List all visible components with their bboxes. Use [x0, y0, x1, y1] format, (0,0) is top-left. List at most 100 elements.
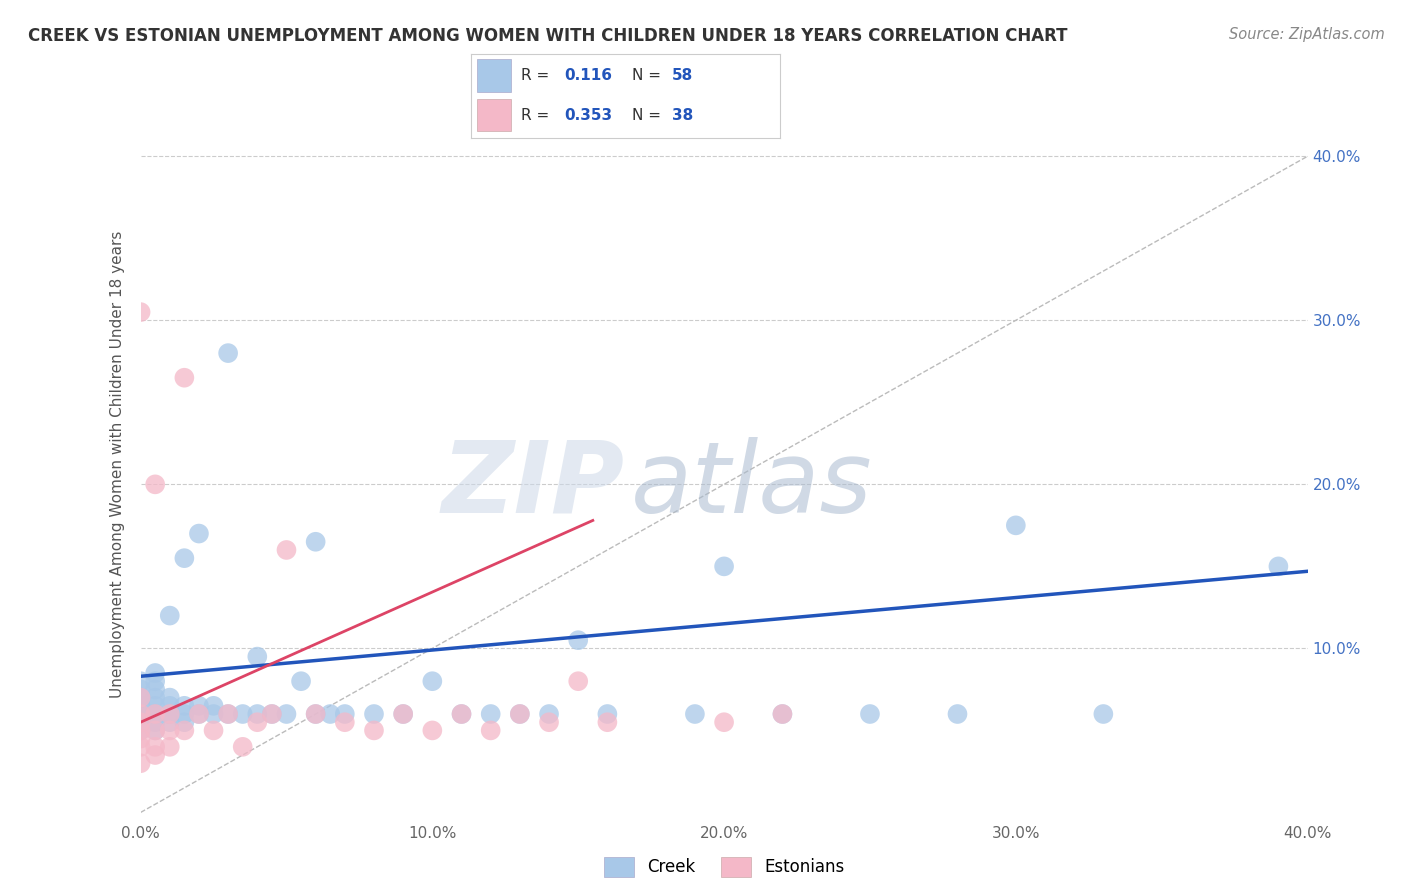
Point	[129, 682, 152, 697]
Point	[1005, 518, 1028, 533]
Point	[363, 723, 385, 738]
Text: ZIP: ZIP	[441, 437, 624, 533]
Point	[143, 674, 166, 689]
Point	[392, 706, 415, 721]
Point	[143, 747, 166, 762]
Point	[173, 698, 195, 713]
Text: atlas: atlas	[631, 437, 872, 533]
Point	[143, 723, 166, 738]
Point	[159, 706, 181, 721]
Point	[188, 706, 211, 721]
Point	[290, 674, 312, 689]
Point	[129, 723, 152, 738]
Point	[509, 706, 531, 721]
Point	[188, 706, 211, 721]
Point	[143, 715, 166, 730]
Point	[188, 526, 211, 541]
Point	[143, 723, 166, 738]
Point	[159, 690, 181, 705]
Point	[422, 674, 444, 689]
Point	[567, 674, 589, 689]
Point	[538, 706, 561, 721]
Point	[129, 731, 152, 746]
Text: R =: R =	[520, 68, 554, 83]
Point	[173, 551, 195, 566]
Point	[772, 706, 794, 721]
Point	[305, 534, 328, 549]
Point	[129, 723, 152, 738]
Point	[450, 706, 472, 721]
Point	[422, 723, 444, 738]
Point	[859, 706, 882, 721]
Point	[713, 715, 735, 730]
Point	[276, 543, 298, 558]
Legend: Creek, Estonians: Creek, Estonians	[598, 850, 851, 884]
Point	[479, 706, 502, 721]
Point	[143, 690, 166, 705]
Text: CREEK VS ESTONIAN UNEMPLOYMENT AMONG WOMEN WITH CHILDREN UNDER 18 YEARS CORRELAT: CREEK VS ESTONIAN UNEMPLOYMENT AMONG WOM…	[28, 27, 1067, 45]
Y-axis label: Unemployment Among Women with Children Under 18 years: Unemployment Among Women with Children U…	[110, 230, 125, 698]
Point	[232, 739, 254, 754]
Point	[363, 706, 385, 721]
Point	[217, 706, 239, 721]
Point	[1267, 559, 1289, 574]
Point	[246, 706, 269, 721]
Point	[276, 706, 298, 721]
Text: 0.116: 0.116	[564, 68, 612, 83]
Point	[202, 723, 225, 738]
Point	[173, 715, 195, 730]
Point	[129, 706, 152, 721]
Point	[159, 608, 181, 623]
Point	[173, 370, 195, 384]
Point	[567, 633, 589, 648]
Point	[129, 690, 152, 705]
Point	[319, 706, 342, 721]
Point	[596, 706, 619, 721]
Point	[143, 706, 166, 721]
Text: Source: ZipAtlas.com: Source: ZipAtlas.com	[1229, 27, 1385, 42]
Point	[143, 682, 166, 697]
Point	[129, 305, 152, 319]
Point	[260, 706, 283, 721]
Text: 0.353: 0.353	[564, 108, 612, 123]
Text: 58: 58	[672, 68, 693, 83]
Point	[129, 706, 152, 721]
Point	[173, 706, 195, 721]
Point	[333, 706, 356, 721]
Point	[305, 706, 328, 721]
Point	[159, 715, 181, 730]
Point	[333, 715, 356, 730]
Point	[246, 715, 269, 730]
Point	[246, 649, 269, 664]
Point	[217, 706, 239, 721]
Point	[202, 698, 225, 713]
Point	[143, 698, 166, 713]
Point	[129, 739, 152, 754]
Point	[305, 706, 328, 721]
Point	[129, 698, 152, 713]
Point	[713, 559, 735, 574]
Point	[479, 723, 502, 738]
Point	[232, 706, 254, 721]
Point	[450, 706, 472, 721]
Point	[143, 477, 166, 491]
Point	[129, 674, 152, 689]
Text: R =: R =	[520, 108, 554, 123]
Point	[260, 706, 283, 721]
Point	[159, 706, 181, 721]
Point	[143, 706, 166, 721]
Text: 38: 38	[672, 108, 693, 123]
Point	[143, 665, 166, 680]
Point	[1092, 706, 1115, 721]
Point	[129, 715, 152, 730]
Point	[392, 706, 415, 721]
Bar	[477, 60, 512, 92]
Point	[143, 739, 166, 754]
Point	[129, 690, 152, 705]
Point	[173, 723, 195, 738]
Point	[217, 346, 239, 360]
Text: N =: N =	[631, 68, 665, 83]
Text: N =: N =	[631, 108, 665, 123]
Point	[538, 715, 561, 730]
Point	[159, 723, 181, 738]
